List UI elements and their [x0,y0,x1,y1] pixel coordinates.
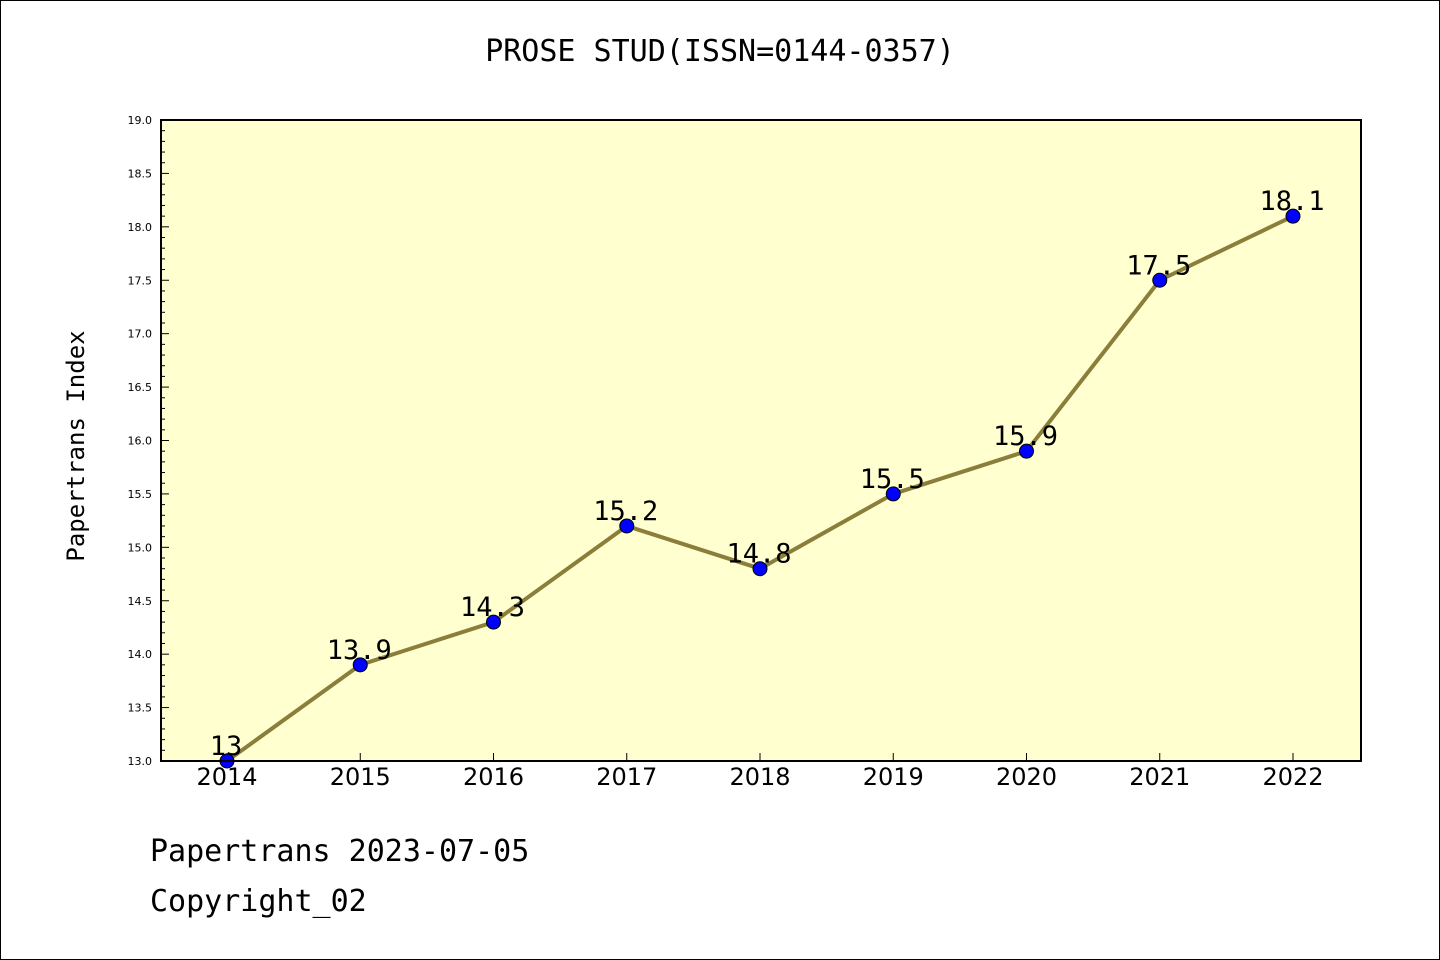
data-point [1019,443,1034,459]
data-point [619,518,635,534]
y-tick-label: 14.0 [128,648,153,661]
data-point [752,561,768,577]
y-tick-label: 18.5 [128,167,153,180]
data-label: 13 [210,731,243,762]
data-label: 17.5 [1126,250,1191,281]
x-axis-ticks: 2014 2015 2016 2017 2018 2019 2020 2021 2022 [196,753,1324,791]
data-label: 18.1 [1259,186,1324,217]
data-label: 13.9 [327,635,392,666]
y-tick-label: 19.0 [128,114,153,127]
data-label: 14.3 [460,592,525,623]
y-tick-label: 13.5 [128,702,153,715]
x-tick-label: 2021 [1129,763,1190,791]
data-point [486,614,501,630]
y-tick-label: 17.0 [128,328,153,341]
data-point [1285,208,1301,224]
x-tick-label: 2017 [596,763,657,791]
y-tick-label: 16.0 [128,435,153,448]
data-label: 15.2 [593,496,658,527]
x-tick-label: 2016 [463,763,524,791]
data-point [352,657,368,673]
x-tick-label: 2020 [996,763,1057,791]
data-label: 15.5 [860,464,925,495]
chart-title: PROSE STUD(ISSN=0144-0357) [485,34,955,69]
x-tick-label: 2019 [863,763,924,791]
data-label: 15.9 [993,421,1058,452]
plot-area [161,120,1361,761]
data-point [1152,272,1168,288]
y-tick-label: 18.0 [128,221,153,234]
y-tick-label: 16.5 [128,381,153,394]
x-tick-label: 2022 [1262,763,1323,791]
x-tick-label: 2015 [330,763,391,791]
data-point [885,486,901,502]
data-label: 14.8 [726,539,791,570]
y-tick-label: 17.5 [128,274,153,287]
footer-date: Papertrans 2023-07-05 [150,834,530,869]
y-tick-label: 13.0 [128,755,153,768]
plot-border [160,119,1362,762]
y-tick-label: 15.0 [128,541,153,554]
data-labels: 13 13.9 14.3 15.2 14.8 15.5 15.9 17.5 18.1 [210,186,1325,762]
footer-copyright: Copyright_02 [150,884,367,919]
x-tick-label: 2018 [729,763,790,791]
y-axis-ticks: 13.0 13.5 14.0 14.5 15.0 15.5 16.0 16.5 17.0 17.5… [128,114,169,768]
y-tick-label: 15.5 [128,488,153,501]
series-markers [219,208,1301,769]
y-tick-label: 14.5 [128,595,153,608]
